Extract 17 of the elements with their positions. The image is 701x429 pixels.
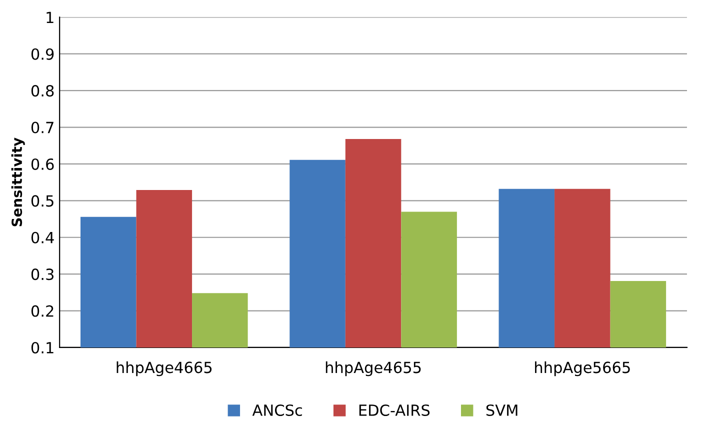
y-tick-label: 0.8 xyxy=(31,85,54,97)
y-tick-label: 0.7 xyxy=(31,122,54,134)
legend-label: ANCSc xyxy=(252,404,302,416)
y-tick-label: 0.9 xyxy=(31,48,54,60)
y-tick-label: 0.6 xyxy=(31,158,54,170)
y-tick-label: 1 xyxy=(46,12,54,23)
x-tick-label: hhpAge4655 xyxy=(326,361,421,376)
y-tick-label: 0.5 xyxy=(31,195,54,207)
y-tick-label: 0.2 xyxy=(31,305,54,317)
y-tick-label: 0.4 xyxy=(31,232,54,244)
legend-label: EDC-AIRS xyxy=(359,404,430,416)
y-tick-label: 0.3 xyxy=(31,268,54,280)
y-tick-label: 0.1 xyxy=(31,342,54,354)
x-tick-label: hhpAge5665 xyxy=(535,361,630,376)
x-tick-label: hhpAge4665 xyxy=(116,361,212,376)
y-axis-title: Sensittivity xyxy=(11,138,25,226)
legend-label: SVM xyxy=(486,404,518,416)
